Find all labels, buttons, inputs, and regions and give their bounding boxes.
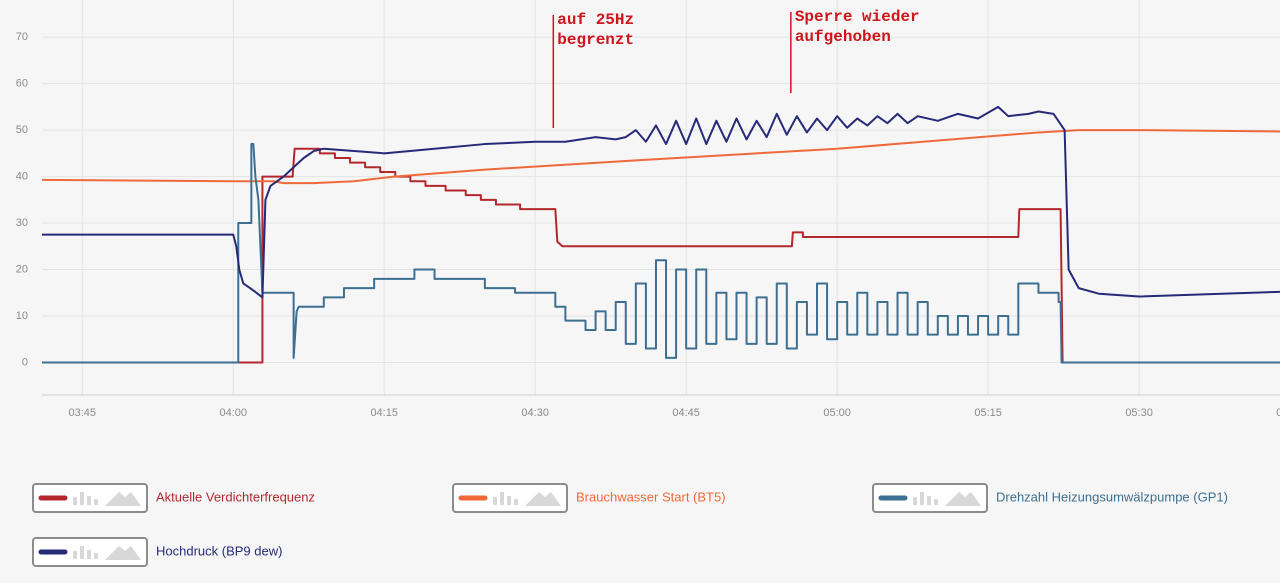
legend-icon-bar [87,496,91,505]
legend-icon-bar [94,553,98,559]
legend-icon-area [945,492,981,506]
series-line [42,105,1280,299]
y-tick-label: 50 [16,124,28,136]
y-tick-label: 20 [16,263,28,275]
y-tick-label: 60 [16,78,28,90]
legend-icon-bar [80,492,84,505]
legend-icon-bar [73,497,77,505]
annotation-text: begrenzt [557,31,634,49]
legend-icon-bar [913,497,917,505]
legend-label: Drehzahl Heizungsumwälzpumpe (GP1) [996,489,1228,504]
legend-label: Hochdruck (BP9 dew) [156,543,282,558]
annotation-text: Sperre wieder [795,8,920,26]
legend-icon-bar [920,492,924,505]
x-tick-label: 04:15 [370,407,398,419]
legend-icon-bar [80,546,84,559]
y-tick-label: 30 [16,217,28,229]
x-tick-label: 04:45 [672,407,700,419]
x-tick-label: 04:30 [521,407,549,419]
legend-icon-area [105,546,141,560]
legend-icon-bar [87,550,91,559]
legend-icon-area [105,492,141,506]
y-tick-label: 0 [22,356,28,368]
x-tick-label: 05:30 [1125,407,1153,419]
series-line [42,147,1280,364]
legend-icon-bar [500,492,504,505]
legend-item[interactable]: Drehzahl Heizungsumwälzpumpe (GP1) [872,483,1228,513]
annotation-text: auf 25Hz [557,11,634,29]
legend-item[interactable]: Brauchwasser Start (BT5) [452,483,726,513]
legend-label: Aktuelle Verdichterfrequenz [156,489,315,504]
legend-icon-area [525,492,561,506]
series-line [42,143,1280,364]
y-tick-label: 10 [16,310,28,322]
legend-icon-bar [493,497,497,505]
x-tick-label: 04:00 [219,407,247,419]
annotation-text: aufgehoben [795,28,891,46]
y-tick-label: 70 [16,31,28,43]
x-tick-label: 05:45 [1276,407,1280,419]
legend-icon-bar [934,499,938,505]
legend-icon-bar [73,551,77,559]
legend-icon-bar [94,499,98,505]
x-tick-label: 03:45 [68,407,96,419]
legend-label: Brauchwasser Start (BT5) [576,489,726,504]
legend-item[interactable]: Hochdruck (BP9 dew) [32,537,282,567]
legend-icon-bar [927,496,931,505]
legend-icon-bar [507,496,511,505]
x-tick-label: 05:15 [974,407,1002,419]
legend-item[interactable]: Aktuelle Verdichterfrequenz [32,483,315,513]
legend-icon-bar [514,499,518,505]
y-tick-label: 40 [16,170,28,182]
x-tick-label: 05:00 [823,407,851,419]
